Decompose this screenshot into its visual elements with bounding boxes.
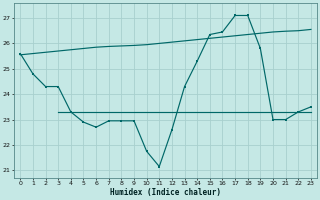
X-axis label: Humidex (Indice chaleur): Humidex (Indice chaleur) (110, 188, 221, 197)
